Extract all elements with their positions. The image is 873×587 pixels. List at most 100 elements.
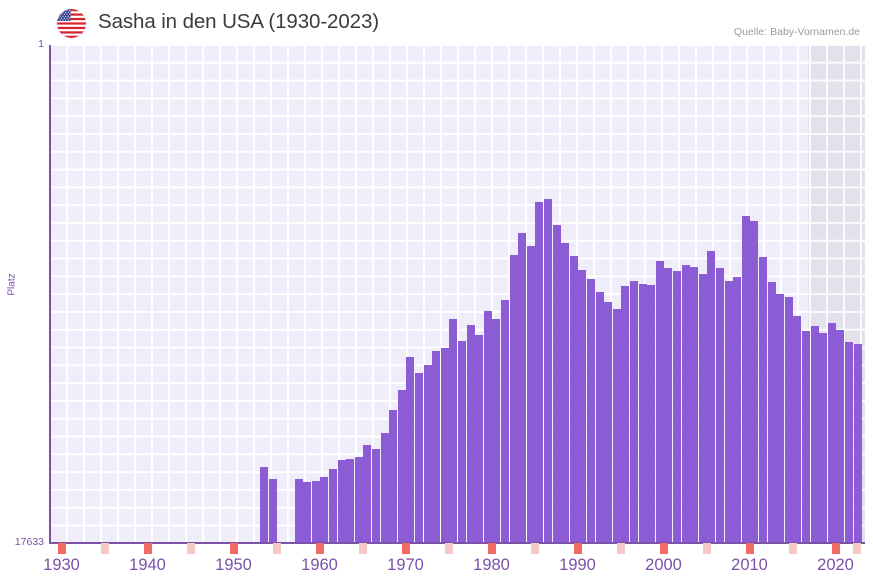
- x-axis-tick-minor-5: [272, 543, 281, 554]
- bar-2020[interactable]: [827, 323, 836, 543]
- bar-1986[interactable]: [535, 202, 544, 543]
- x-axis-ticks: [50, 543, 865, 554]
- bar-1983[interactable]: [509, 255, 518, 543]
- bar-1992[interactable]: [586, 279, 595, 543]
- bar-2017[interactable]: [801, 331, 810, 543]
- bar-1989[interactable]: [561, 243, 570, 543]
- x-axis-tick-2000: [659, 543, 668, 554]
- bar-2010[interactable]: [741, 216, 750, 543]
- bar-2016[interactable]: [793, 316, 802, 543]
- bar-1971[interactable]: [406, 357, 415, 543]
- bar-1975[interactable]: [440, 348, 449, 543]
- bar-1994[interactable]: [604, 302, 613, 543]
- bar-2005[interactable]: [698, 274, 707, 543]
- bar-2023[interactable]: [853, 344, 862, 543]
- chart-title: Sasha in den USA (1930-2023): [98, 10, 379, 33]
- bar-series-sasha-rank: [50, 45, 865, 543]
- x-axis-tick-1960: [315, 543, 324, 554]
- bar-1979[interactable]: [475, 335, 484, 543]
- y-axis-line: [49, 45, 51, 543]
- bar-1967[interactable]: [371, 449, 380, 543]
- bar-1954[interactable]: [260, 467, 268, 543]
- bar-1973[interactable]: [423, 365, 432, 543]
- bar-1990[interactable]: [569, 256, 578, 543]
- x-axis-tick-minor-7: [358, 543, 367, 554]
- x-axis-tick-1990: [573, 543, 582, 554]
- bar-1998[interactable]: [638, 284, 647, 543]
- bar-2000[interactable]: [655, 261, 664, 543]
- x-axis-tick-minor-13: [616, 543, 625, 554]
- bar-2008[interactable]: [724, 281, 733, 543]
- bar-2004[interactable]: [690, 267, 699, 543]
- bar-2019[interactable]: [819, 333, 828, 543]
- bar-2001[interactable]: [664, 268, 673, 543]
- chart-header: Sasha in den USA (1930-2023) Quelle: Bab…: [0, 0, 873, 45]
- x-axis-tick-minor-17: [788, 543, 797, 554]
- bar-1962[interactable]: [328, 469, 337, 543]
- bar-1963[interactable]: [337, 460, 346, 543]
- bar-1972[interactable]: [414, 373, 423, 543]
- bar-2013[interactable]: [767, 282, 776, 543]
- plot-area: [49, 45, 865, 544]
- bar-1966[interactable]: [363, 445, 372, 543]
- bar-2009[interactable]: [733, 277, 742, 543]
- bar-1974[interactable]: [432, 351, 441, 543]
- bar-1993[interactable]: [595, 292, 604, 543]
- bar-1988[interactable]: [552, 225, 561, 543]
- bar-1961[interactable]: [320, 477, 329, 543]
- x-axis-labels: 1930 1940 1950 1960 1970 1980 1990 2000 2010 2020: [43, 556, 865, 582]
- bar-1981[interactable]: [492, 319, 501, 543]
- bar-1984[interactable]: [518, 233, 527, 543]
- bar-1965[interactable]: [354, 457, 363, 543]
- bar-1968[interactable]: [380, 433, 389, 543]
- bar-1978[interactable]: [466, 325, 475, 543]
- bar-2015[interactable]: [784, 297, 793, 543]
- bar-1977[interactable]: [457, 341, 466, 543]
- bar-1959[interactable]: [303, 482, 312, 543]
- x-axis-line: [49, 542, 865, 544]
- bar-1987[interactable]: [543, 199, 552, 543]
- x-axis-tick-1940: [143, 543, 152, 554]
- x-axis-tick-1930: [57, 543, 66, 554]
- bar-1958[interactable]: [294, 479, 303, 543]
- y-axis-title: Platz: [6, 273, 18, 296]
- us-flag-icon: [57, 9, 86, 38]
- bar-2011[interactable]: [750, 221, 759, 543]
- x-axis-tick-1980: [487, 543, 496, 554]
- bar-1976[interactable]: [449, 319, 458, 543]
- x-axis-label-1950: 1950: [215, 556, 252, 574]
- bar-1970[interactable]: [397, 390, 406, 543]
- x-axis-tick-2020: [831, 543, 840, 554]
- x-axis-label-2000: 2000: [645, 556, 682, 574]
- x-axis-tick-minor-9: [444, 543, 453, 554]
- bar-2022[interactable]: [844, 342, 853, 543]
- bar-2012[interactable]: [758, 257, 767, 543]
- bar-1996[interactable]: [621, 286, 630, 543]
- bar-1995[interactable]: [612, 309, 621, 543]
- bar-1955[interactable]: [268, 479, 277, 543]
- bar-1982[interactable]: [500, 300, 509, 543]
- bar-1999[interactable]: [647, 285, 656, 543]
- bar-1991[interactable]: [578, 270, 587, 543]
- x-axis-tick-minor-19: [852, 543, 861, 554]
- x-axis-tick-minor-3: [186, 543, 195, 554]
- x-axis-label-2010: 2010: [731, 556, 768, 574]
- bar-1997[interactable]: [629, 281, 638, 543]
- bar-1969[interactable]: [389, 410, 398, 543]
- bar-2021[interactable]: [836, 330, 845, 543]
- x-axis-tick-1950: [229, 543, 238, 554]
- y-axis-top-label: 1: [38, 38, 44, 50]
- x-axis-tick-minor-15: [702, 543, 711, 554]
- bar-2007[interactable]: [715, 268, 724, 543]
- bar-2014[interactable]: [776, 294, 785, 543]
- x-axis-tick-2010: [745, 543, 754, 554]
- bar-1980[interactable]: [483, 311, 492, 543]
- bar-2003[interactable]: [681, 265, 690, 543]
- x-axis-tick-minor-1: [100, 543, 109, 554]
- bar-2002[interactable]: [672, 271, 681, 543]
- bar-2006[interactable]: [707, 251, 716, 543]
- bar-1985[interactable]: [526, 246, 535, 543]
- bar-1960[interactable]: [311, 481, 320, 543]
- bar-2018[interactable]: [810, 326, 819, 543]
- bar-1964[interactable]: [346, 459, 355, 543]
